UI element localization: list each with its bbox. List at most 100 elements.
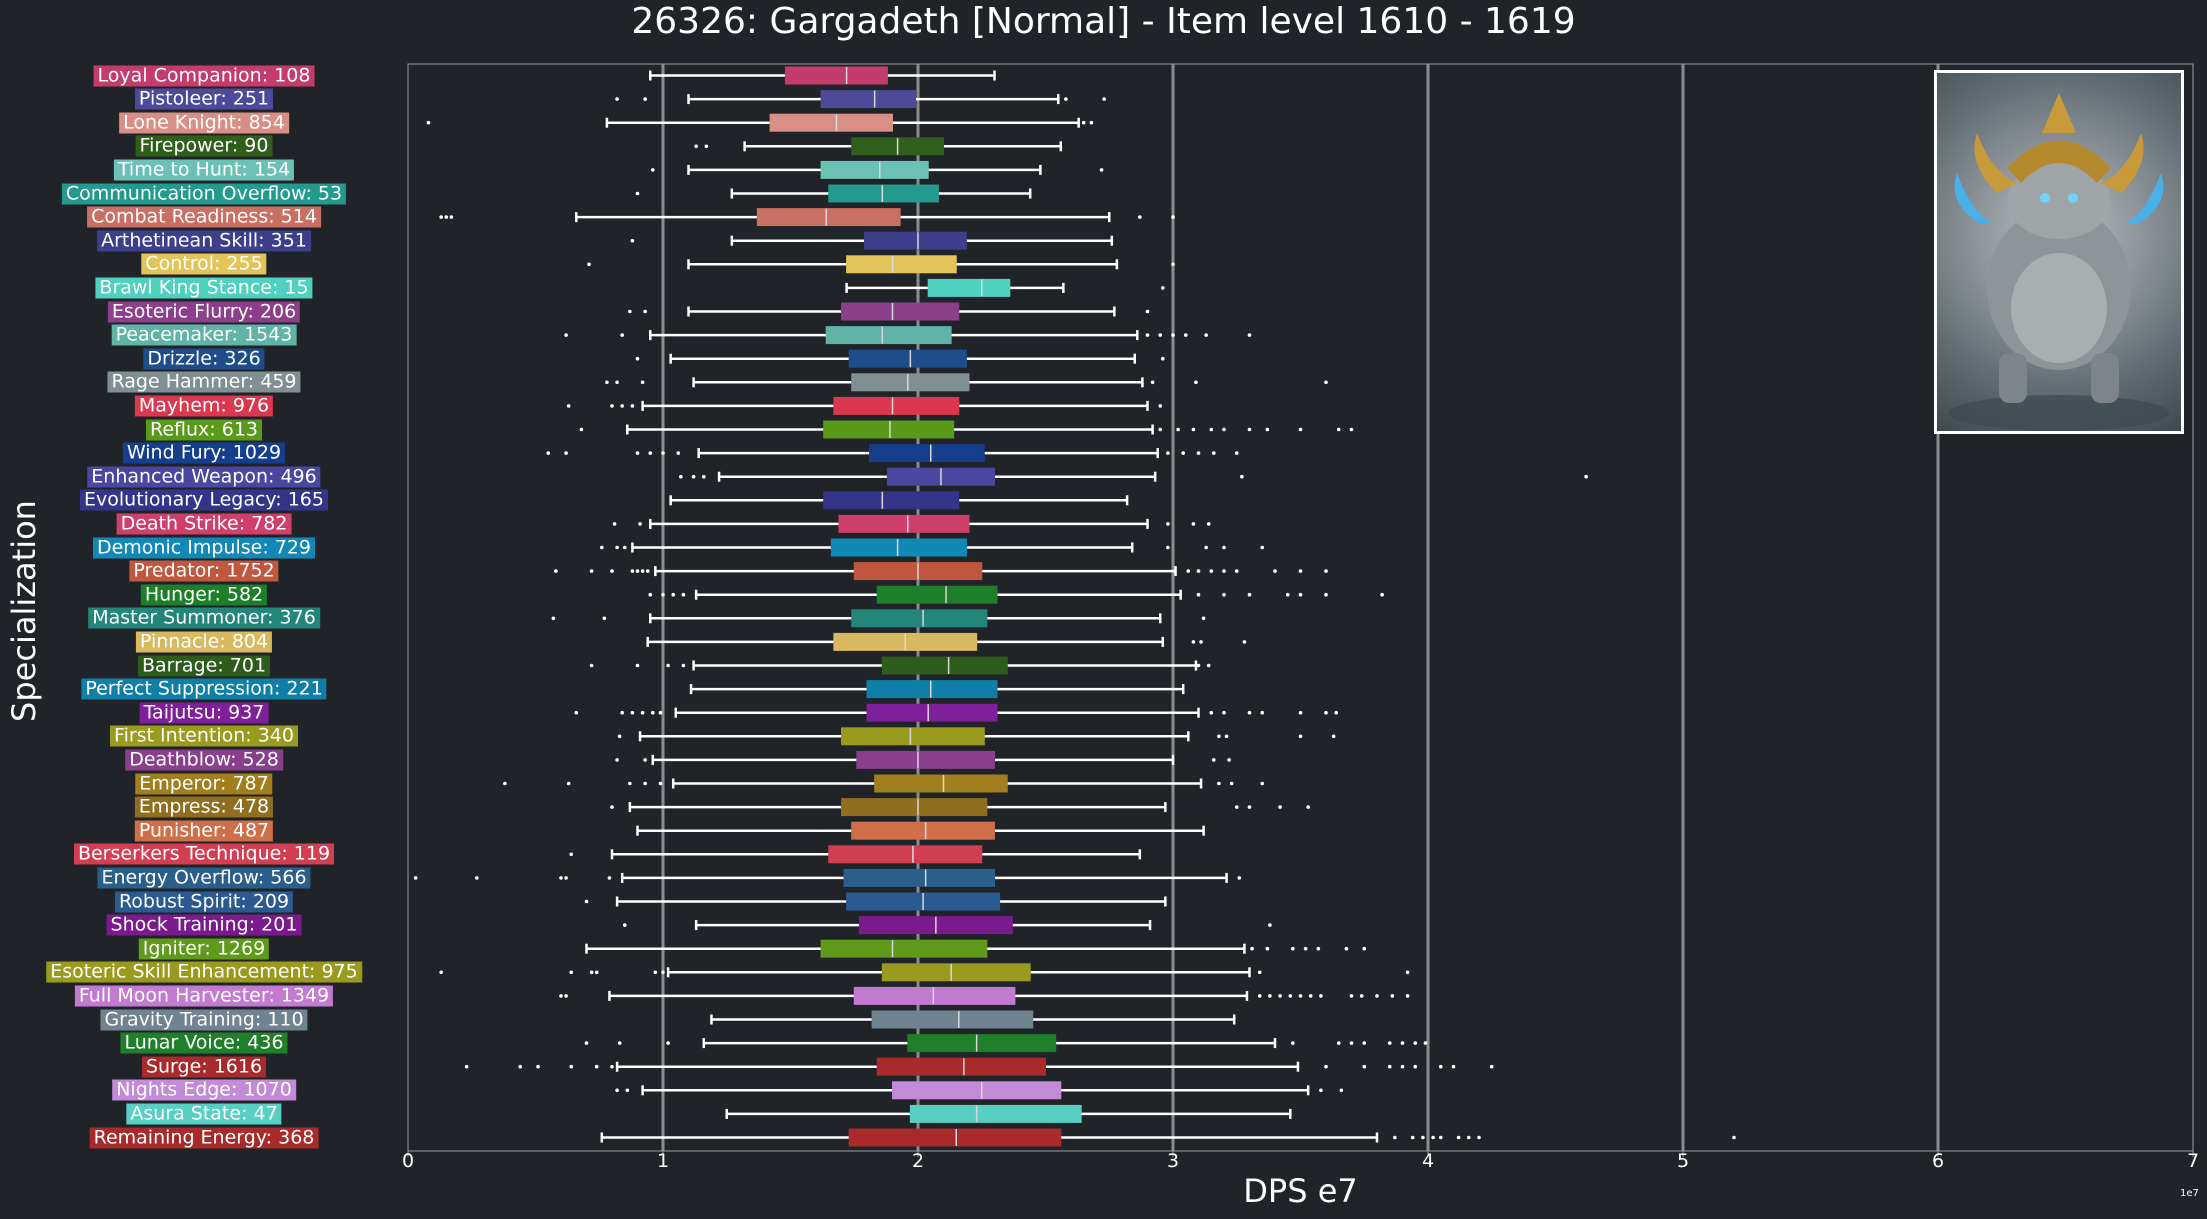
outlier-point (1099, 168, 1104, 172)
specialization-label: Loyal Companion: 108 (93, 65, 315, 86)
outlier-point (1291, 946, 1295, 951)
outlier-point (1250, 946, 1254, 951)
outlier-point (638, 522, 642, 526)
box (820, 160, 929, 179)
outlier-point (630, 710, 635, 715)
x-tick-label: 3 (1166, 1150, 1180, 1172)
outlier-point (1319, 1088, 1323, 1093)
outlier-point (1477, 1135, 1481, 1140)
specialization-label: Lone Knight: 854 (119, 112, 289, 134)
box (856, 750, 995, 769)
outlier-point (661, 970, 665, 975)
outlier-point (564, 333, 568, 337)
specialization-label: Berserkers Technique: 119 (73, 843, 335, 865)
outlier-point (1257, 994, 1262, 998)
box (876, 1057, 1047, 1076)
outlier-point (615, 545, 619, 550)
specialization-label: Nights Edge: 1070 (112, 1079, 296, 1101)
outlier-point (1209, 569, 1214, 573)
specialization-label: Mayhem: 976 (134, 395, 274, 417)
specialization-label: Rage Hammer: 459 (107, 371, 301, 393)
outlier-point (1438, 1064, 1443, 1069)
specialization-label: Brawl King Stance: 15 (95, 277, 313, 299)
outlier-point (1240, 474, 1244, 479)
outlier-point (536, 1064, 540, 1069)
outlier-point (1467, 1135, 1471, 1140)
specialization-label: Perfect Suppression: 221 (81, 678, 327, 700)
outlier-point (1158, 333, 1163, 337)
outlier-point (1183, 333, 1188, 337)
outlier-point (602, 616, 607, 621)
specialization-label: Communication Overflow: 53 (61, 183, 347, 204)
specialization-label: First Intention: 340 (110, 725, 298, 747)
outlier-point (651, 168, 655, 172)
box (892, 1081, 1062, 1100)
outlier-point (1393, 1135, 1397, 1140)
outlier-point (1206, 522, 1211, 526)
outlier-point (1212, 758, 1216, 762)
outlier-point (1319, 994, 1323, 998)
box (909, 1104, 1082, 1123)
x-tick-label: 5 (1676, 1150, 1690, 1172)
outlier-point (564, 994, 568, 998)
outlier-point (610, 404, 614, 408)
outlier-point (1268, 923, 1272, 927)
outlier-point (1349, 994, 1354, 998)
box (828, 184, 939, 203)
outlier-point (1362, 1041, 1367, 1045)
outlier-point (625, 1088, 630, 1093)
outlier-point (1278, 994, 1282, 998)
outlier-point (574, 710, 579, 715)
outlier-point (1278, 805, 1282, 809)
outlier-point (589, 663, 594, 668)
box (848, 1128, 1062, 1147)
box (841, 727, 985, 746)
box (848, 349, 967, 368)
outlier-point (607, 876, 612, 880)
outlier-point (612, 522, 617, 526)
outlier-point (615, 1088, 619, 1093)
outlier-point (1161, 356, 1165, 361)
outlier-point (1209, 710, 1214, 715)
outlier-point (1421, 1135, 1425, 1140)
box (820, 90, 916, 109)
outlier-point (1423, 1041, 1428, 1045)
outlier-point (640, 710, 645, 715)
specialization-label: Shock Training: 201 (106, 914, 302, 936)
outlier-point (1204, 545, 1208, 550)
outlier-point (605, 380, 609, 385)
outlier-point (569, 852, 573, 857)
specialization-label: Gravity Training: 110 (100, 1009, 308, 1030)
specialization-label: Deathblow: 528 (125, 749, 283, 771)
outlier-point (1247, 710, 1252, 715)
outlier-point (1413, 1041, 1418, 1045)
outlier-point (1387, 1041, 1392, 1045)
outlier-point (1584, 474, 1588, 479)
outlier-point (1336, 1041, 1341, 1045)
outlier-point (1316, 946, 1321, 951)
outlier-point (620, 333, 624, 337)
outlier-point (1166, 451, 1170, 455)
outlier-point (1171, 215, 1175, 219)
specialization-label: Igniter: 1269 (138, 938, 270, 960)
outlier-point (1196, 663, 1201, 668)
outlier-point (518, 1064, 522, 1069)
outlier-point (475, 876, 479, 880)
specialization-label: Punisher: 487 (134, 820, 274, 842)
outlier-point (1405, 994, 1410, 998)
outlier-point (1349, 427, 1354, 432)
specialization-label: Death Strike: 782 (116, 513, 292, 535)
outlier-point (600, 545, 604, 550)
outlier-point (503, 781, 507, 786)
specialization-label: Full Moon Harvester: 1349 (74, 985, 334, 1007)
outlier-point (589, 569, 594, 573)
outlier-point (594, 1064, 599, 1069)
outlier-point (1456, 1135, 1461, 1140)
outlier-point (1191, 640, 1196, 644)
box (846, 255, 957, 274)
specialization-label: Emperor: 787 (135, 773, 273, 794)
outlier-point (635, 191, 640, 196)
outlier-point (1390, 994, 1395, 998)
outlier-point (1229, 781, 1234, 786)
